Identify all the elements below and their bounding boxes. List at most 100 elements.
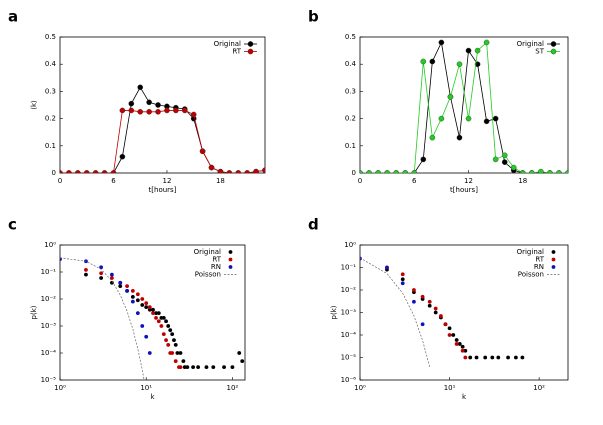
data-point xyxy=(173,359,178,364)
data-point xyxy=(147,307,152,312)
data-point xyxy=(447,94,454,100)
y-tick-label: 10⁻⁶ xyxy=(341,376,357,384)
series-line xyxy=(60,257,145,380)
data-point xyxy=(181,359,186,364)
data-point xyxy=(400,281,405,286)
data-point xyxy=(519,170,526,173)
data-point xyxy=(156,311,161,316)
data-point xyxy=(161,315,166,320)
data-point xyxy=(253,168,259,173)
data-point xyxy=(119,153,126,160)
data-point xyxy=(412,288,416,292)
data-point xyxy=(411,170,418,173)
y-tick-label: 0 xyxy=(352,169,356,177)
x-tick-label: 18 xyxy=(518,177,527,185)
data-point xyxy=(66,170,72,173)
data-point xyxy=(438,115,445,122)
series-line xyxy=(60,110,265,173)
x-axis-label: k xyxy=(462,393,467,401)
y-tick-label: 0.4 xyxy=(345,60,357,68)
x-tick-label: 10² xyxy=(533,384,545,392)
data-point xyxy=(262,167,265,173)
data-point xyxy=(146,99,152,106)
data-point xyxy=(154,311,158,316)
legend-marker xyxy=(247,41,254,47)
data-point xyxy=(520,355,525,360)
plot-area xyxy=(60,84,265,173)
legend-label: ST xyxy=(535,48,544,56)
data-point xyxy=(427,303,432,308)
data-point xyxy=(109,276,114,280)
data-point xyxy=(538,168,544,173)
legend-marker xyxy=(551,265,556,269)
legend-marker xyxy=(551,250,556,254)
legend-label: Poisson xyxy=(195,271,221,279)
data-point xyxy=(118,280,123,285)
data-point xyxy=(454,342,459,346)
data-point xyxy=(173,342,178,347)
data-point xyxy=(433,310,438,315)
data-point xyxy=(140,303,145,307)
data-point xyxy=(420,322,425,327)
plot-frame xyxy=(359,36,569,174)
data-point xyxy=(427,299,432,304)
series-line xyxy=(360,257,431,368)
data-point xyxy=(137,84,144,91)
y-axis-label: p(k) xyxy=(330,305,338,319)
y-tick-label: 0.5 xyxy=(345,33,356,41)
data-point xyxy=(144,334,149,339)
legend-label: Poisson xyxy=(518,271,544,279)
data-point xyxy=(438,39,445,46)
data-point xyxy=(385,265,389,270)
data-point xyxy=(175,351,180,355)
data-point xyxy=(393,170,399,173)
legend-marker xyxy=(247,48,254,55)
data-point xyxy=(199,148,206,155)
data-point xyxy=(412,299,416,304)
data-point xyxy=(185,365,190,370)
y-tick-label: 0.4 xyxy=(45,60,57,68)
legend-label: RN xyxy=(211,263,221,271)
x-tick-label: 10⁰ xyxy=(54,384,66,392)
data-point xyxy=(447,333,452,337)
data-point xyxy=(166,324,171,328)
data-point xyxy=(140,297,145,301)
data-point xyxy=(513,355,518,360)
data-point xyxy=(222,365,226,370)
series-line xyxy=(60,86,265,173)
data-point xyxy=(168,328,173,333)
data-point xyxy=(443,322,448,327)
data-point xyxy=(135,292,140,297)
legend-marker xyxy=(228,265,233,269)
data-point xyxy=(456,61,463,67)
data-point xyxy=(170,351,175,355)
legend-marker xyxy=(228,250,233,254)
x-axis-label: t[hours] xyxy=(149,186,177,194)
legend-marker xyxy=(550,48,557,55)
data-point xyxy=(130,299,135,304)
data-point xyxy=(492,115,499,122)
data-point xyxy=(144,301,149,306)
data-point xyxy=(400,277,405,282)
x-tick-label: 18 xyxy=(216,177,225,185)
y-axis-label: ⟨k⟩ xyxy=(30,100,38,110)
data-point xyxy=(244,170,250,173)
panel-label: d xyxy=(308,216,319,234)
series-line xyxy=(360,41,568,173)
data-point xyxy=(181,107,188,114)
legend-marker xyxy=(551,257,556,262)
data-point xyxy=(438,314,443,318)
y-tick-label: 10⁻¹ xyxy=(41,268,57,276)
y-tick-label: 0.5 xyxy=(45,33,56,41)
legend-marker xyxy=(228,257,233,262)
data-point xyxy=(99,271,104,276)
data-point xyxy=(137,109,144,115)
data-point xyxy=(400,272,405,277)
data-point xyxy=(155,102,161,108)
data-point xyxy=(130,294,135,299)
data-point xyxy=(483,39,490,46)
x-tick-label: 12 xyxy=(162,177,171,185)
data-point xyxy=(196,365,201,370)
data-point xyxy=(99,276,104,280)
data-point xyxy=(211,365,216,370)
